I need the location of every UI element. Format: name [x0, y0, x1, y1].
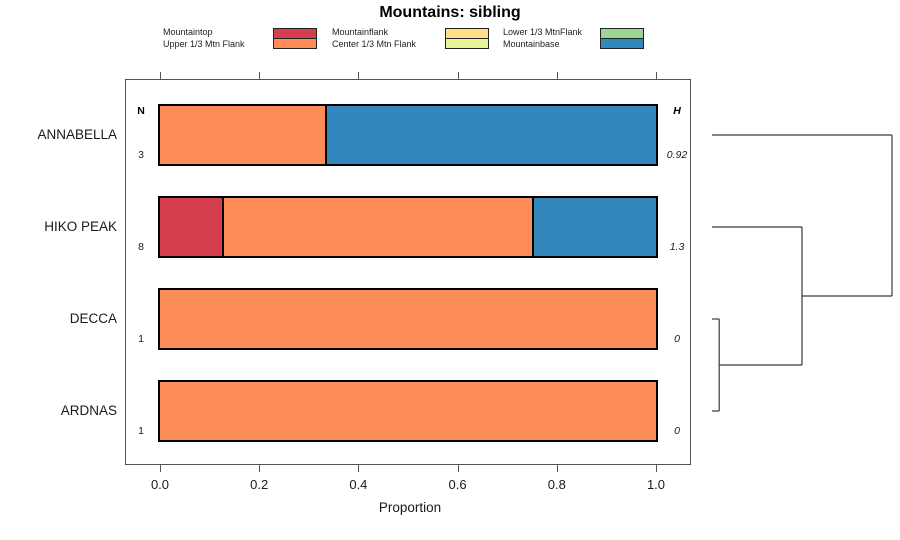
n-column-header: N: [137, 105, 145, 117]
x-tick-bottom: [358, 465, 360, 472]
row-label-hiko-peak: HIKO PEAK: [44, 219, 117, 234]
legend-label: Mountainflank: [332, 27, 389, 37]
x-tick-label: 0.6: [448, 477, 467, 492]
n-value: 1: [138, 425, 144, 437]
h-value: 0.92: [666, 149, 688, 161]
x-tick-top: [358, 72, 360, 79]
h-value: 0: [674, 333, 680, 345]
legend-label: Lower 1/3 MtnFlank: [503, 27, 583, 37]
h-value: 0: [674, 425, 680, 437]
n-value: 3: [138, 149, 144, 161]
x-tick-label: 0.0: [150, 477, 170, 492]
bar-annabella: [158, 104, 658, 166]
bar-segment-mountainbase: [325, 106, 656, 164]
h-column-header: H: [673, 105, 681, 117]
x-tick-bottom: [656, 465, 657, 472]
bar-segment-upper-1-3-mtn-flank: [160, 382, 656, 440]
row-label-ardnas: ARDNAS: [60, 403, 117, 418]
legend-swatch-mountainbase: [600, 38, 644, 49]
n-value: 1: [138, 333, 144, 345]
row-label-annabella: ANNABELLA: [37, 127, 117, 142]
x-tick-bottom: [457, 465, 459, 472]
bar-segment-upper-1-3-mtn-flank: [222, 198, 532, 256]
legend-label: Mountainbase: [503, 38, 560, 49]
bar-segment-upper-1-3-mtn-flank: [160, 290, 656, 348]
row-label-decca: DECCA: [69, 311, 117, 326]
x-tick-top: [556, 72, 558, 79]
bar-hiko-peak: [158, 196, 658, 258]
legend-swatch-upper-1-3-mtn-flank: [273, 38, 317, 49]
x-tick-label: 0.2: [250, 477, 269, 492]
bar-segment-mountaintop: [160, 198, 222, 256]
legend-label: Center 1/3 Mtn Flank: [332, 38, 417, 49]
bar-ardnas: [158, 380, 658, 442]
legend-label: Upper 1/3 Mtn Flank: [163, 38, 245, 49]
x-tick-bottom: [160, 465, 161, 472]
x-tick-label: 0.4: [349, 477, 368, 492]
bar-decca: [158, 288, 658, 350]
bar-segment-upper-1-3-mtn-flank: [160, 106, 326, 164]
bar-segment-mountainbase: [532, 198, 656, 256]
x-tick-label: 0.8: [547, 477, 566, 492]
x-tick-top: [656, 72, 657, 79]
x-tick-bottom: [556, 465, 558, 472]
dendrogram: [712, 134, 893, 412]
x-tick-bottom: [259, 465, 261, 472]
x-tick-top: [457, 72, 459, 79]
x-tick-label: 1.0: [646, 477, 666, 492]
h-value: 1.3: [669, 241, 685, 253]
x-axis-title: Proportion: [378, 500, 442, 515]
x-tick-top: [259, 72, 261, 79]
chart-title: Mountains: sibling: [379, 4, 521, 21]
legend-label: Mountaintop: [163, 27, 213, 37]
x-tick-top: [160, 72, 161, 79]
legend-swatch-center-1-3-mtn-flank: [445, 38, 489, 49]
n-value: 8: [138, 241, 144, 253]
